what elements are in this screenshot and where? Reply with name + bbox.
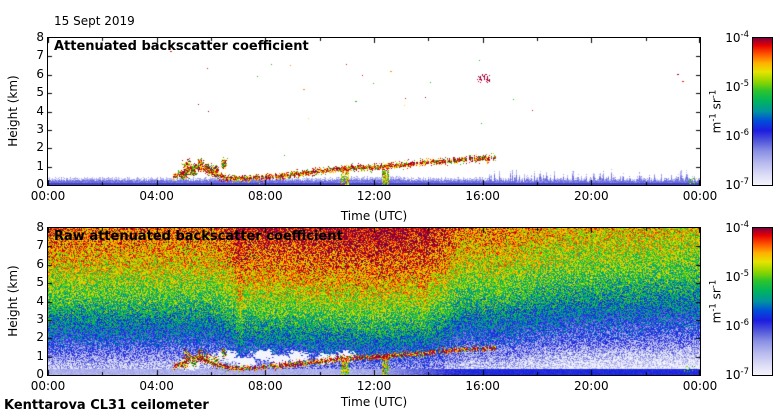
attenuated-title: Attenuated backscatter coefficient <box>54 39 309 54</box>
y-tick-label: 5 <box>36 275 44 290</box>
colorbar-attenuated <box>752 37 773 186</box>
date-label: 15 Sept 2019 <box>54 14 135 28</box>
x-tick-label: 16:00 <box>465 189 500 203</box>
x-tick-label: 20:00 <box>574 189 609 203</box>
y-tick-label: 3 <box>36 311 44 326</box>
y-tick-label: 0 <box>36 367 44 381</box>
y-tick-label: 7 <box>36 238 44 253</box>
colorbar-tick-label: 10-6 <box>725 318 749 333</box>
colorbar-tick-label: 10-5 <box>725 269 749 284</box>
x-tick-label: 08:00 <box>248 379 283 393</box>
x-tick-label: 00:00 <box>682 189 718 203</box>
y-tick-label: 5 <box>36 85 44 100</box>
y-tick-label: 2 <box>36 140 44 155</box>
x-tick-label: 12:00 <box>356 189 392 203</box>
x-tick-label: 00:00 <box>30 189 66 203</box>
y-tick-label: 4 <box>36 103 44 118</box>
raw-title: Raw attenuated backscatter coefficient <box>54 229 343 244</box>
y-tick-label: 4 <box>36 293 44 308</box>
y-tick-label: 0 <box>36 177 44 191</box>
attenuated-x-axis-label: Time (UTC) <box>340 209 408 223</box>
x-tick-label: 04:00 <box>139 379 174 393</box>
y-tick-label: 7 <box>36 48 44 63</box>
y-tick-label: 2 <box>36 330 44 345</box>
x-tick-label: 08:00 <box>248 189 283 203</box>
y-tick-label: 8 <box>36 220 44 234</box>
x-tick-label: 04:00 <box>139 189 174 203</box>
colorbar-tick-label: 10-5 <box>725 79 749 94</box>
x-tick-label: 16:00 <box>465 379 500 393</box>
raw-x-axis-label: Time (UTC) <box>340 395 408 409</box>
colorbar-tick-label: 10-4 <box>725 220 749 235</box>
y-tick-label: 6 <box>36 66 44 81</box>
colorbar-tick-label: 10-7 <box>725 367 749 382</box>
x-tick-label: 00:00 <box>682 379 718 393</box>
y-tick-label: 1 <box>36 348 44 363</box>
colorbar-tick-label: 10-7 <box>725 177 749 192</box>
y-tick-label: 3 <box>36 121 44 136</box>
y-tick-label: 8 <box>36 30 44 44</box>
raw-plot-area: Raw attenuated backscatter coefficient <box>47 227 701 376</box>
x-tick-label: 20:00 <box>574 379 609 393</box>
station-label: Kenttarova CL31 ceilometer <box>4 398 209 413</box>
x-tick-label: 12:00 <box>356 379 392 393</box>
y-tick-label: 1 <box>36 158 44 173</box>
colorbar-tick-label: 10-4 <box>725 30 749 45</box>
attenuated-heatmap-canvas <box>48 38 700 185</box>
x-tick-label: 00:00 <box>30 379 66 393</box>
attenuated-plot-area: Attenuated backscatter coefficient <box>47 37 701 186</box>
y-tick-label: 6 <box>36 256 44 271</box>
colorbar-raw <box>752 227 773 376</box>
raw-heatmap-canvas <box>48 228 700 375</box>
colorbar-tick-label: 10-6 <box>725 128 749 143</box>
